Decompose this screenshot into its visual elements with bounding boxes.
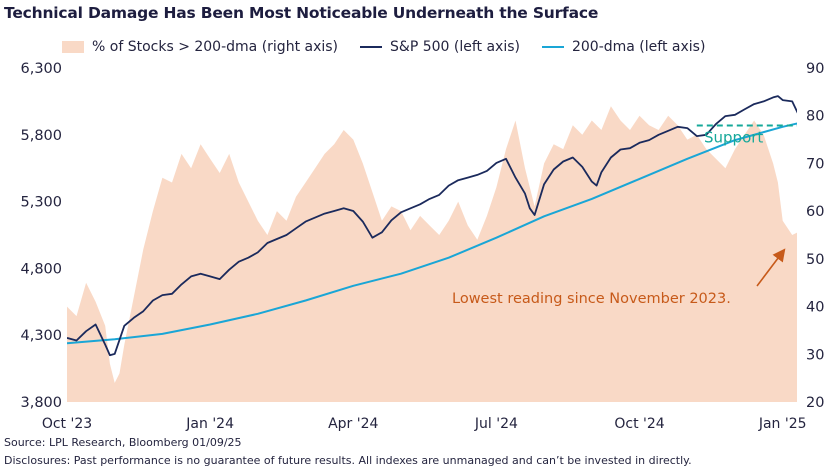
x-tick-label: Oct '24 xyxy=(614,416,664,432)
y-right-tick-label: 20 xyxy=(806,395,824,411)
y-left-tick-label: 6,300 xyxy=(20,61,62,77)
series-line-200dma xyxy=(67,122,797,345)
series-area-breadth xyxy=(67,106,797,402)
legend-item-dma: 200-dma (left axis) xyxy=(541,39,706,55)
annotations: Support Lowest reading since November 202… xyxy=(452,124,797,307)
legend-swatch-dma xyxy=(541,46,564,48)
legend-label-sp500: S&P 500 (left axis) xyxy=(390,39,520,55)
y-right-tick-label: 80 xyxy=(806,109,824,125)
y-left-tick-label: 3,800 xyxy=(20,395,62,411)
y-right-tick-label: 90 xyxy=(806,61,824,77)
y-right-tick-label: 60 xyxy=(806,204,824,220)
y-right-tick-label: 30 xyxy=(806,347,824,363)
legend-item-sp500: S&P 500 (left axis) xyxy=(360,39,520,55)
y-right-tick-label: 70 xyxy=(806,156,824,172)
y-left-tick-label: 4,800 xyxy=(20,261,62,277)
lowest-reading-label: Lowest reading since November 2023. xyxy=(452,291,731,307)
legend-swatch-sp500 xyxy=(360,46,383,48)
y-left-tick-label: 4,300 xyxy=(20,328,62,344)
y-right-tick-label: 50 xyxy=(806,252,824,268)
legend-item-breadth: % of Stocks > 200-dma (right axis) xyxy=(62,39,338,55)
legend-swatch-breadth xyxy=(62,41,84,53)
x-tick-label: Oct '23 xyxy=(42,416,92,432)
x-tick-label: Jan '25 xyxy=(758,416,807,432)
legend: % of Stocks > 200-dma (right axis) S&P 5… xyxy=(62,37,727,57)
series-line-sp500 xyxy=(67,95,797,357)
chart-title: Technical Damage Has Been Most Noticeabl… xyxy=(4,4,599,22)
x-tick-label: Apr '24 xyxy=(328,416,378,432)
support-label: Support xyxy=(704,128,763,146)
disclosures-note: Disclosures: Past performance is no guar… xyxy=(4,454,692,467)
lowest-reading-arrow xyxy=(756,248,786,287)
source-note: Source: LPL Research, Bloomberg 01/09/25 xyxy=(4,436,242,449)
legend-label-dma: 200-dma (left axis) xyxy=(571,39,706,55)
y-left-tick-label: 5,800 xyxy=(20,128,62,144)
plot-area xyxy=(67,95,797,402)
x-tick-label: Jul '24 xyxy=(474,416,518,432)
y-left-tick-label: 5,300 xyxy=(20,195,62,211)
x-tick-label: Jan '24 xyxy=(185,416,234,432)
legend-label-breadth: % of Stocks > 200-dma (right axis) xyxy=(92,39,339,55)
axes: 3,800 4,300 4,800 5,300 5,800 6,300 20 30 40 50 60… xyxy=(20,61,824,432)
y-right-tick-label: 40 xyxy=(806,300,824,316)
